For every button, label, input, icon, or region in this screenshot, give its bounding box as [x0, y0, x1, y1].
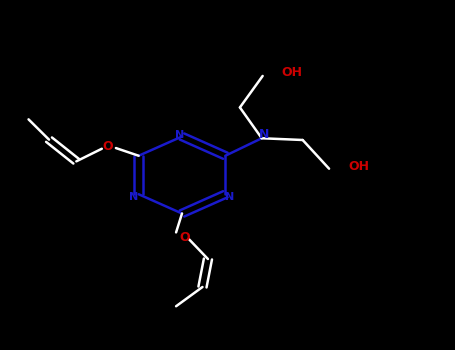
- Text: N: N: [175, 130, 184, 140]
- Text: OH: OH: [282, 66, 303, 79]
- Text: OH: OH: [348, 160, 369, 174]
- Text: N: N: [258, 128, 269, 141]
- Text: N: N: [225, 192, 234, 202]
- Text: O: O: [103, 140, 113, 154]
- Text: O: O: [180, 231, 191, 244]
- Text: N: N: [130, 192, 139, 202]
